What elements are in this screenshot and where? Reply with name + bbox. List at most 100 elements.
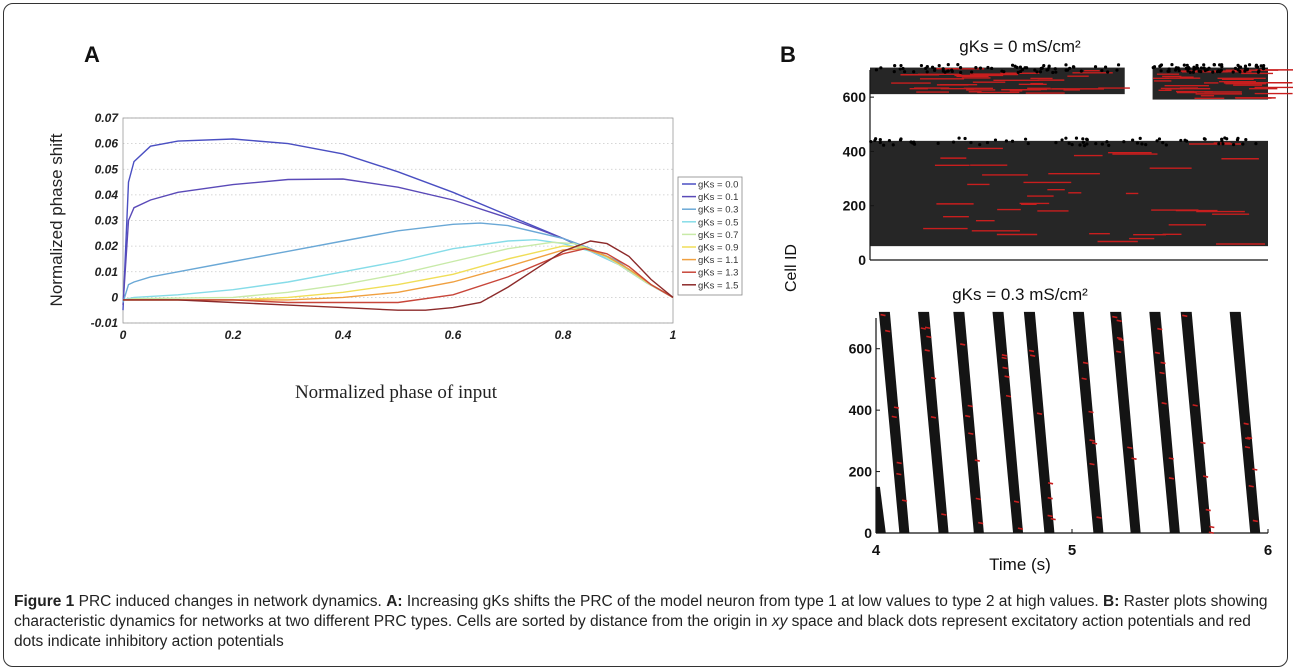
inhibitory-spikes: [926, 335, 932, 339]
spike-dot: [1026, 141, 1030, 146]
y-tick-label: 200: [843, 198, 867, 214]
raster-x-axis-label: Time (s): [989, 555, 1051, 574]
inhibitory-spikes: [1168, 477, 1175, 480]
legend-entry: gKs = 1.5: [698, 280, 738, 291]
inhibitory-spikes: [920, 327, 926, 330]
caption-figure-label: Figure 1: [14, 593, 75, 610]
raster-bottom: 0 200 400 600 4 5 6: [849, 311, 1272, 559]
spike-dot: [1238, 65, 1243, 69]
spike-dot: [1187, 66, 1191, 70]
legend-entry: gKs = 0.3: [698, 205, 738, 216]
spike-dot: [1135, 141, 1140, 145]
panel-a-label: A: [84, 42, 100, 67]
spike-dot: [1010, 63, 1015, 67]
inhibitory-spikes: [1252, 519, 1258, 523]
spike-dot: [1256, 65, 1260, 69]
inhibitory-spikes: [1205, 508, 1211, 512]
spike-dot: [1185, 63, 1189, 67]
spike-dot: [1040, 66, 1044, 70]
inhibitory-spikes: [896, 461, 902, 465]
inhibitory-spikes: [1116, 319, 1122, 323]
y-tick-label: 0: [111, 290, 118, 304]
spike-wave: [1023, 311, 1055, 533]
inhibitory-spikes: [1091, 442, 1098, 445]
spike-dot: [1038, 70, 1043, 74]
spike-dot: [925, 70, 929, 74]
y-tick-label: -0.01: [91, 316, 119, 330]
spike-dot: [1015, 65, 1019, 69]
spike-wave: [918, 311, 949, 533]
spike-dot: [1085, 142, 1089, 146]
spike-dot: [1212, 63, 1216, 67]
spike-dot: [1094, 142, 1098, 146]
caption-b-text-1: Raster plots showing characteristic dyna…: [14, 593, 1268, 630]
spike-wave: [1229, 311, 1261, 533]
inhibitory-spikes: [1243, 422, 1249, 426]
inhibitory-spikes: [1247, 436, 1253, 440]
spike-dot: [1115, 68, 1119, 72]
spike-dot: [1042, 64, 1046, 68]
spike-dot: [1155, 139, 1159, 143]
spike-dot: [969, 140, 973, 145]
figure-caption: Figure 1 PRC induced changes in network …: [14, 592, 1280, 652]
y-tick-label: 0.03: [95, 214, 119, 228]
x-tick-labels: 0 0.2 0.4 0.6 0.8 1: [120, 328, 677, 342]
spike-dot: [1138, 136, 1142, 140]
spike-dot: [1035, 70, 1039, 74]
legend-entry: gKs = 0.0: [698, 180, 738, 191]
panel-b-label: B: [780, 42, 796, 67]
spike-dot: [1188, 70, 1192, 74]
inhibitory-spikes: [1118, 338, 1124, 342]
spike-dot: [1192, 65, 1196, 69]
spike-dot: [957, 136, 961, 140]
series-line: [123, 247, 674, 304]
spike-dot: [1054, 140, 1058, 145]
x-tick-label: 5: [1068, 542, 1076, 559]
inhibitory-spikes: [880, 313, 886, 317]
spike-dot: [1261, 67, 1265, 71]
spike-dot: [946, 69, 950, 73]
inhibitory-spikes: [967, 404, 973, 408]
spike-dot: [1100, 142, 1104, 146]
inhibitory-spikes: [1089, 462, 1095, 466]
y-tick-labels: -0.01 0 0.01 0.02 0.03 0.04 0.05 0.06 0.07: [91, 111, 120, 330]
spike-dot: [882, 143, 886, 147]
inhibitory-spikes: [1030, 354, 1036, 357]
spike-dot: [937, 64, 941, 68]
spike-dot: [1254, 141, 1258, 146]
y-tick-label: 200: [849, 464, 873, 480]
spike-dot: [874, 68, 879, 72]
spike-dot: [1170, 63, 1174, 67]
spike-dot: [879, 66, 883, 70]
inhibitory-spikes: [941, 513, 947, 516]
spike-dot: [1164, 143, 1168, 147]
spike-dot: [1236, 68, 1240, 72]
inhibitory-spikes: [1131, 457, 1137, 460]
inhibitory-spikes: [1088, 410, 1094, 414]
inhibitory-spikes: [1047, 496, 1053, 500]
spike-dot: [1085, 137, 1089, 141]
spike-dot: [903, 70, 907, 74]
inhibitory-spikes: [1112, 315, 1118, 319]
spike-dot: [1140, 142, 1144, 146]
x-tick-label: 6: [1264, 542, 1272, 559]
inhibitory-spikes: [1005, 394, 1012, 398]
spike-dot: [1203, 137, 1207, 141]
inhibitory-spikes: [1244, 445, 1251, 449]
spike-dot: [1256, 70, 1261, 74]
inhibitory-spikes: [1002, 366, 1008, 370]
spike-dot: [930, 65, 935, 69]
y-axis-label: Normalized phase shift: [47, 133, 66, 306]
spike-dot: [990, 66, 994, 71]
spike-dot: [1235, 138, 1240, 142]
inhibitory-spikes: [1047, 482, 1054, 485]
spike-wave: [1072, 311, 1104, 533]
caption-a-text: Increasing gKs shifts the PRC of the mod…: [402, 593, 1104, 610]
x-tick-label: 4: [872, 542, 881, 559]
spike-wave: [1180, 311, 1212, 533]
x-tick-label: 0.2: [225, 328, 242, 342]
y-tick-label: 600: [843, 89, 867, 105]
inhibitory-spikes: [1082, 361, 1089, 365]
